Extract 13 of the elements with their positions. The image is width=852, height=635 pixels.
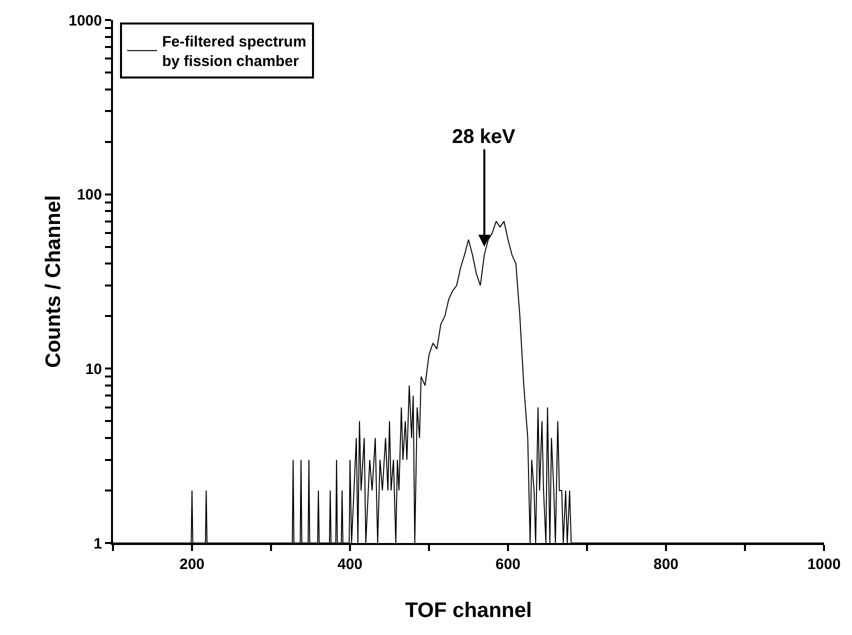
x-tick-label: 800: [653, 556, 679, 573]
x-axis-title: TOF channel: [405, 599, 532, 622]
y-tick-label: 100: [76, 186, 102, 204]
y-tick-label: 10: [85, 360, 102, 378]
x-tick-label: 600: [495, 556, 521, 573]
y-axis-title: Counts / Channel: [42, 195, 65, 368]
y-tick-label: 1: [94, 535, 102, 552]
x-tick-label: 1000: [807, 556, 841, 573]
legend-label: Fe-filtered spectrum by fission chamber: [162, 34, 306, 70]
y-tick-label: 1000: [68, 12, 102, 30]
x-tick-label: 200: [179, 556, 205, 573]
x-tick-label: 400: [337, 556, 363, 573]
annotation: 28 keV: [452, 126, 516, 148]
